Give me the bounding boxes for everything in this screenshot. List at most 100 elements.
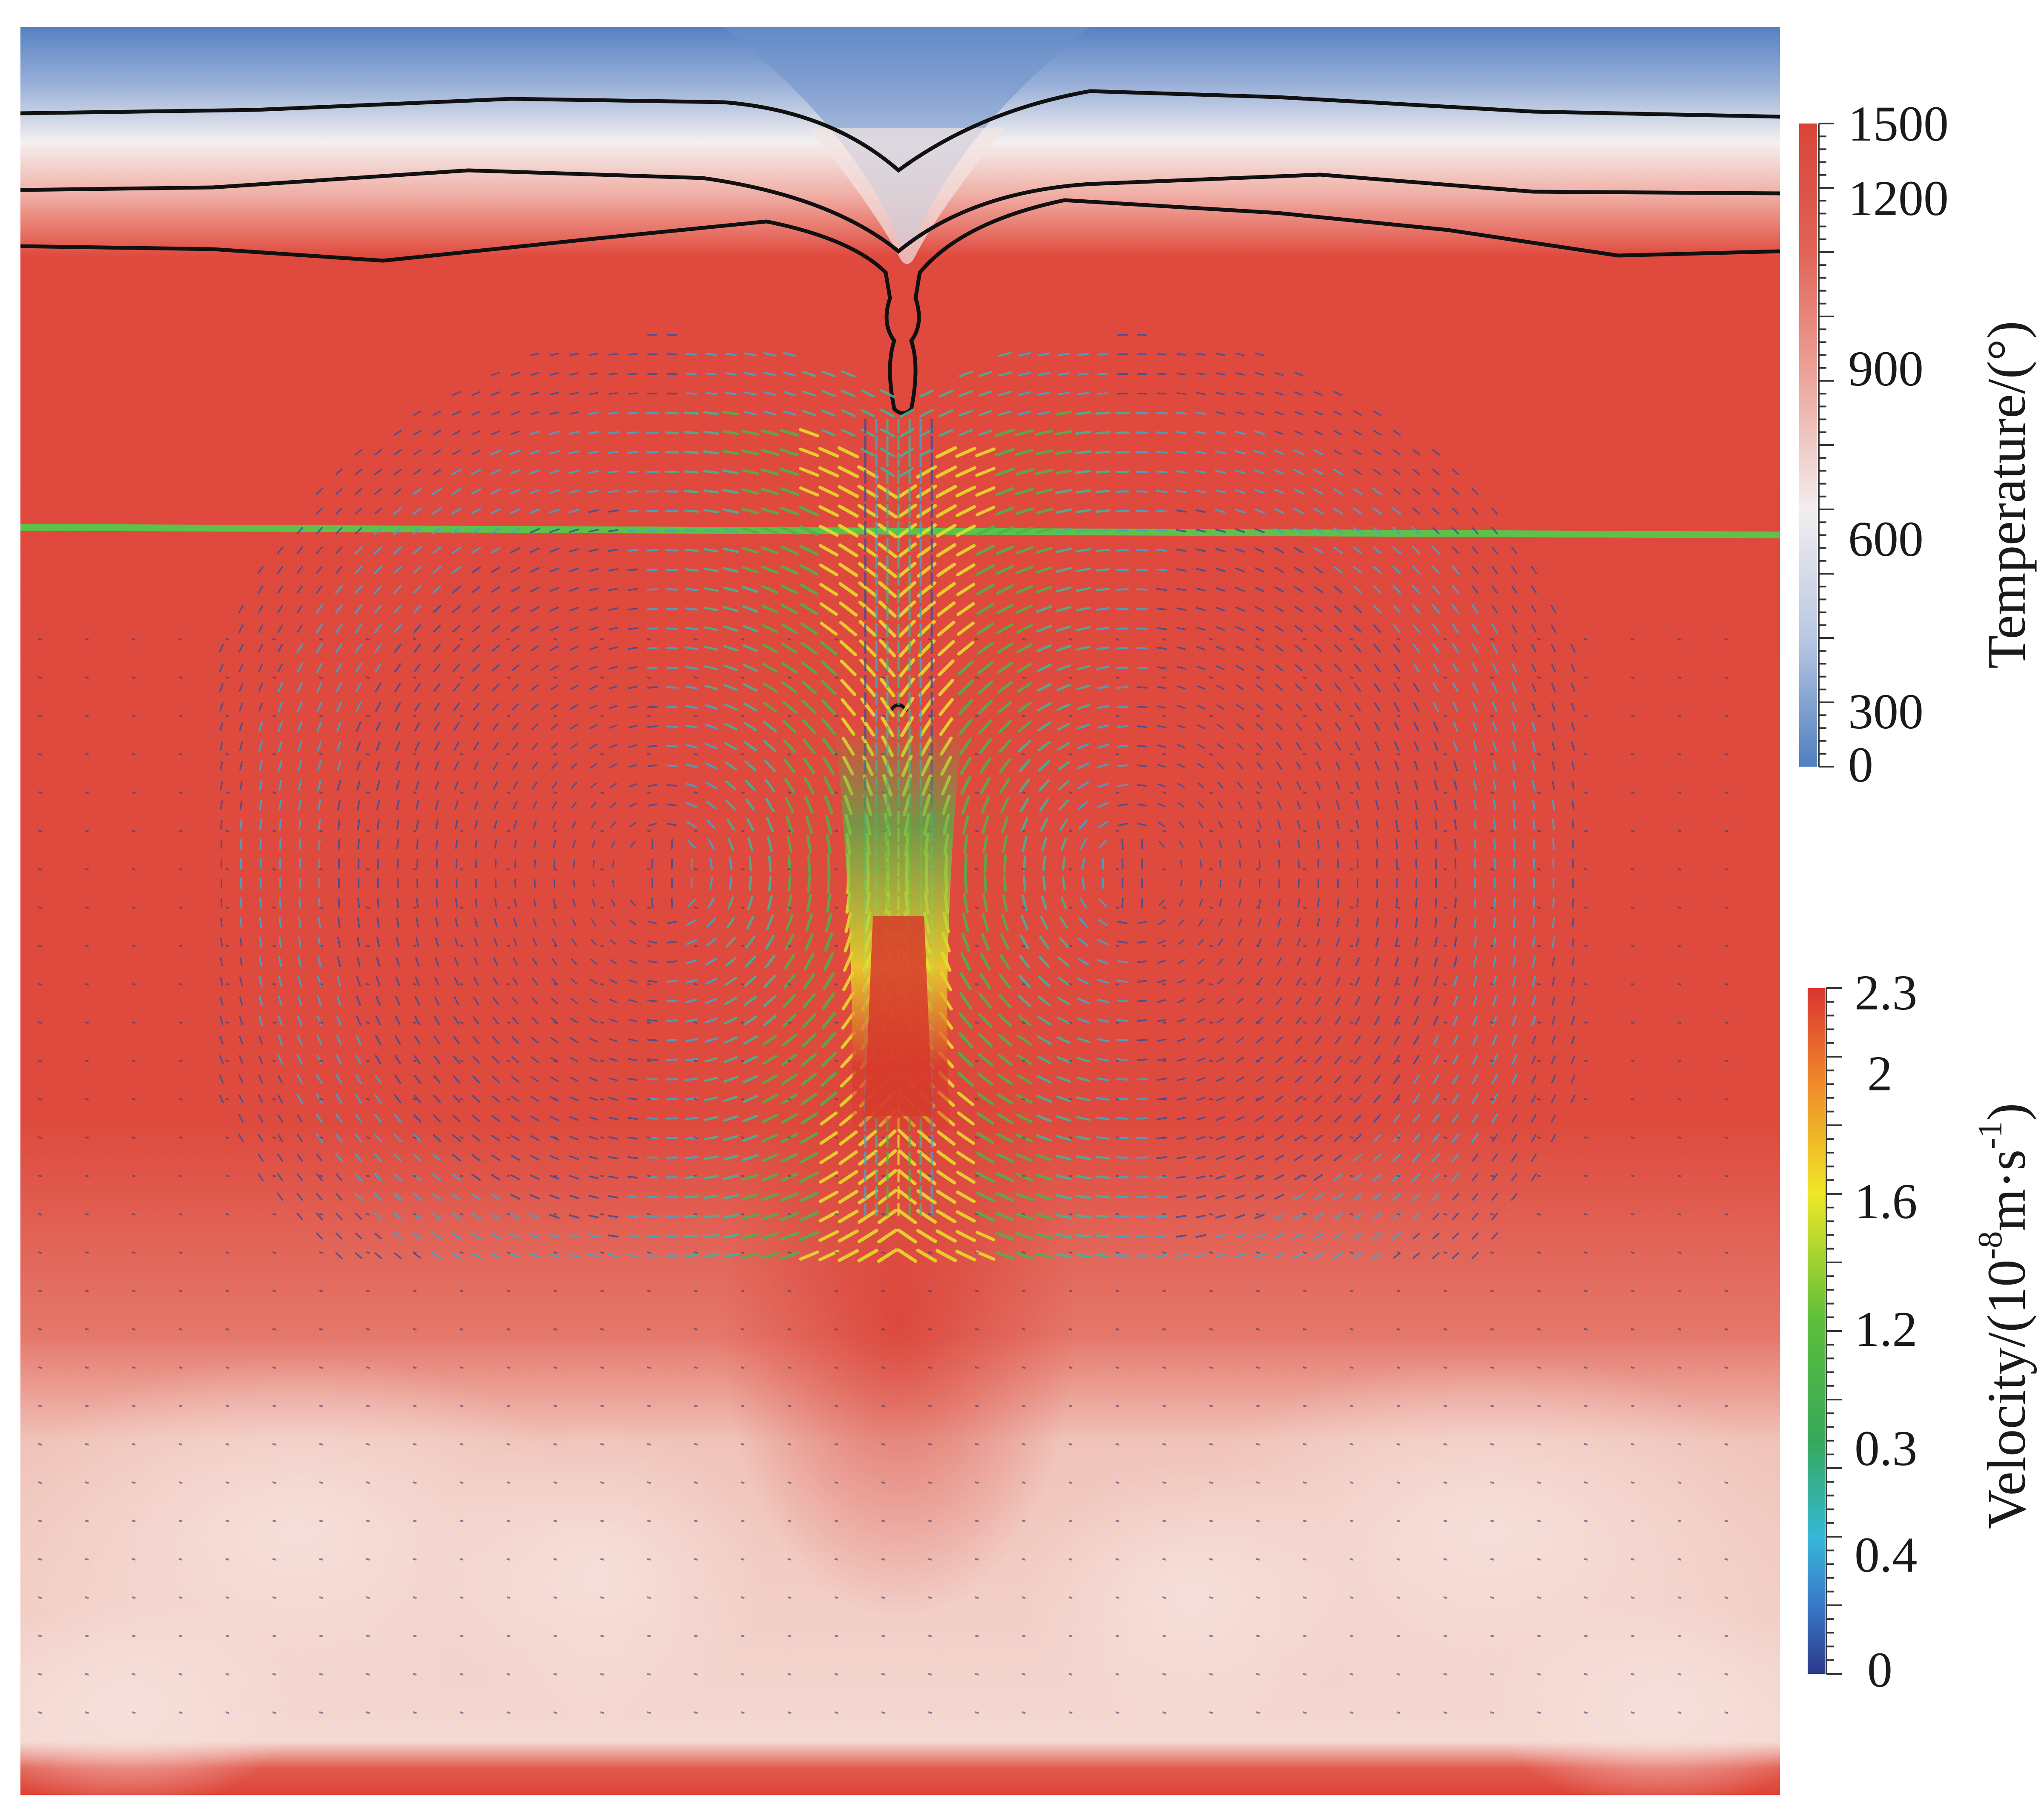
velocity-arrow [729,876,733,891]
velocity-arrow [239,742,243,751]
velocity-arrow [1175,451,1187,454]
velocity-arrow [1018,411,1031,416]
velocity-arrow [1278,839,1281,849]
velocity-arrow [1274,508,1285,514]
velocity-arrow [627,607,638,611]
velocity-arrow [1433,761,1438,771]
velocity-arrow [686,821,697,828]
velocity-arrow [1136,549,1148,552]
velocity-arrow [531,1056,539,1063]
velocity-arrow [1037,722,1051,732]
velocity-arrow [239,702,243,712]
velocity-arrow-small [600,1328,604,1331]
velocity-arrow-small [1537,676,1541,679]
velocity-arrow-small [1256,753,1260,756]
velocity-arrow-small [881,1328,885,1331]
velocity-arrow [1236,723,1244,730]
velocity-arrow-small [1349,676,1354,679]
velocity-arrow-small [506,1021,511,1024]
velocity-arrow-small [1396,638,1401,641]
velocity-arrow [1076,1057,1091,1063]
velocity-arrow [452,566,461,574]
velocity-arrow-small [413,1673,417,1676]
velocity-arrow [493,762,499,770]
velocity-arrow [1472,701,1478,713]
velocity-arrow [1412,488,1420,495]
velocity-arrow [722,1233,739,1239]
temperature-tick-1200: 1200 [1848,170,1949,226]
velocity-arrow [1238,840,1242,848]
velocity-arrow [1255,1115,1264,1121]
velocity-arrow [375,1035,382,1045]
velocity-arrow-small [928,1673,932,1676]
velocity-arrow-small [1209,1673,1213,1676]
velocity-arrow [723,1194,739,1200]
velocity-arrow [741,1252,759,1259]
velocity-arrow [996,623,1013,634]
velocity-arrow [297,1054,303,1065]
velocity-arrow-small [1209,1021,1213,1024]
velocity-arrow [936,1130,956,1146]
velocity-arrow [1491,1074,1498,1085]
velocity-arrow [1274,449,1285,455]
velocity-arrow [393,604,402,614]
velocity-arrow [1372,1252,1382,1259]
velocity-arrow-small [975,1136,979,1139]
velocity-arrow [685,646,698,650]
velocity-arrow [747,837,754,852]
velocity-arrow [394,644,402,653]
velocity-arrow [765,797,775,813]
velocity-arrow [1295,703,1303,711]
velocity-arrow [318,819,321,830]
velocity-arrow [259,838,262,850]
velocity-arrow [1313,449,1324,456]
velocity-arrow [1491,624,1499,634]
velocity-arrow [413,585,422,594]
velocity-arrow [1036,1134,1052,1142]
velocity-arrow [800,584,818,595]
velocity-arrow [1533,838,1535,850]
velocity-arrow-small [1537,753,1541,756]
velocity-arrow-small [272,1021,276,1024]
velocity-arrow [1216,353,1225,356]
velocity-tick-2: 2 [1867,1046,1892,1101]
velocity-arrow [627,1215,639,1218]
velocity-arrow [1375,898,1379,908]
velocity-arrow [1041,895,1048,911]
velocity-arrow [1235,411,1245,415]
velocity-arrow [335,1252,343,1259]
velocity-arrow [1055,411,1073,416]
velocity-arrow [278,995,283,1006]
velocity-arrow [491,1213,501,1220]
velocity-arrow-small [1256,906,1260,909]
velocity-arrow-small [1349,1443,1354,1446]
velocity-arrow-small [1396,1251,1401,1254]
velocity-arrow [571,978,577,985]
velocity-arrow [512,742,519,750]
velocity-arrow [570,684,578,690]
velocity-arrow-small [1022,1673,1026,1676]
velocity-arrow [983,854,988,874]
velocity-arrow-small [225,1673,230,1676]
velocity-arrow [1057,372,1070,376]
velocity-arrow-small [1115,1481,1120,1484]
velocity-arrow [1532,799,1536,811]
velocity-arrow [896,484,918,499]
velocity-arrow [779,428,800,437]
velocity-arrow [1570,1075,1576,1084]
velocity-arrow [724,391,737,396]
velocity-arrow-small [1396,1136,1401,1139]
velocity-arrow [239,761,243,770]
velocity-arrow [1237,958,1243,966]
velocity-arrow-small [1209,1558,1213,1561]
velocity-arrow [724,997,738,1005]
velocity-arrow [608,490,619,493]
velocity-arrow [511,664,520,671]
velocity-arrow [1413,1015,1419,1026]
velocity-arrow [1275,625,1284,632]
velocity-arrow [258,760,263,772]
temperature-colorbar-scale [1799,124,1817,767]
velocity-arrow [1353,469,1362,475]
velocity-arrow [335,1213,343,1220]
isotherm-middle [20,168,1780,254]
